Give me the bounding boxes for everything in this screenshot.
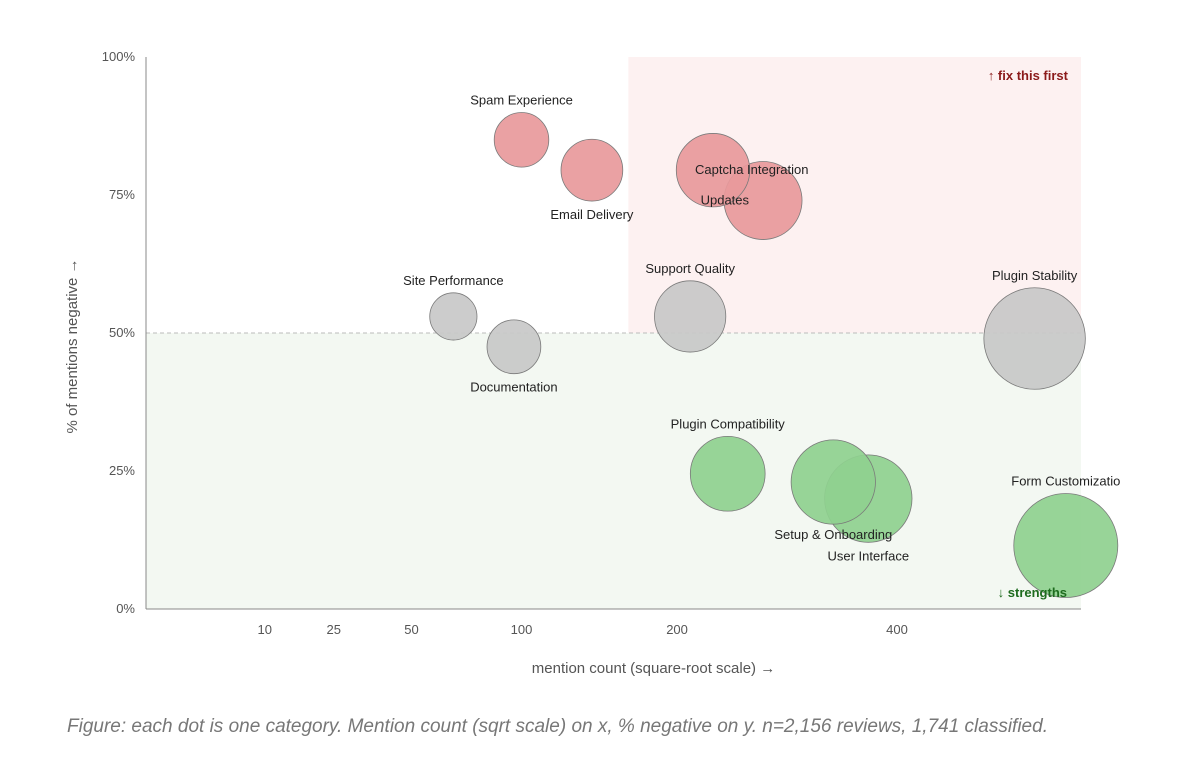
data-point-label: Setup & Onboarding bbox=[774, 527, 892, 542]
x-axis-ticks: 10 25 50 100 200 400 bbox=[258, 622, 908, 637]
data-point-labels: Spam Experience Email Delivery Captcha Int… bbox=[403, 93, 1120, 564]
y-axis-title: % of mentions negative → bbox=[64, 258, 81, 433]
data-point bbox=[486, 319, 542, 375]
y-tick-label: 75% bbox=[109, 187, 135, 202]
data-point bbox=[1013, 493, 1119, 598]
data-point-label: User Interface bbox=[827, 548, 909, 563]
data-point-label: Updates bbox=[701, 193, 750, 208]
data-point-label: Captcha Integration bbox=[695, 162, 808, 177]
y-tick-label: 100% bbox=[102, 49, 136, 64]
data-point bbox=[675, 133, 751, 208]
x-tick-label: 50 bbox=[404, 622, 418, 637]
data-point bbox=[560, 138, 624, 202]
data-point-label: Plugin Stability bbox=[992, 268, 1078, 283]
x-tick-label: 10 bbox=[258, 622, 272, 637]
data-point bbox=[689, 435, 766, 512]
x-tick-label: 100 bbox=[511, 622, 533, 637]
zone-strengths bbox=[146, 333, 1081, 609]
y-tick-label: 0% bbox=[116, 601, 135, 616]
data-point-label: Documentation bbox=[470, 380, 557, 395]
zone-label-strengths: ↓ strengths bbox=[998, 585, 1067, 600]
data-point-label: Site Performance bbox=[403, 273, 503, 288]
zone-label-fix-first: ↑ fix this first bbox=[988, 68, 1069, 83]
y-axis-ticks: 0% 25% 50% 75% 100% bbox=[102, 49, 136, 616]
x-tick-label: 200 bbox=[666, 622, 688, 637]
data-point-label: Email Delivery bbox=[550, 207, 634, 222]
data-point bbox=[790, 439, 876, 525]
data-point bbox=[654, 280, 727, 353]
x-tick-label: 25 bbox=[327, 622, 341, 637]
y-tick-label: 50% bbox=[109, 325, 135, 340]
x-tick-label: 400 bbox=[886, 622, 908, 637]
data-point-label: Support Quality bbox=[645, 261, 735, 276]
figure-caption: Figure: each dot is one category. Mentio… bbox=[67, 716, 1048, 737]
data-point bbox=[983, 287, 1086, 390]
data-point-label: Spam Experience bbox=[470, 93, 573, 108]
data-point-label: Form Customizatio bbox=[1011, 474, 1120, 489]
data-point bbox=[429, 292, 478, 341]
y-tick-label: 25% bbox=[109, 463, 135, 478]
data-point-label: Plugin Compatibility bbox=[671, 416, 786, 431]
data-point bbox=[493, 112, 550, 168]
data-points bbox=[429, 112, 1119, 598]
x-axis-title: mention count (square-root scale) → bbox=[532, 660, 775, 677]
